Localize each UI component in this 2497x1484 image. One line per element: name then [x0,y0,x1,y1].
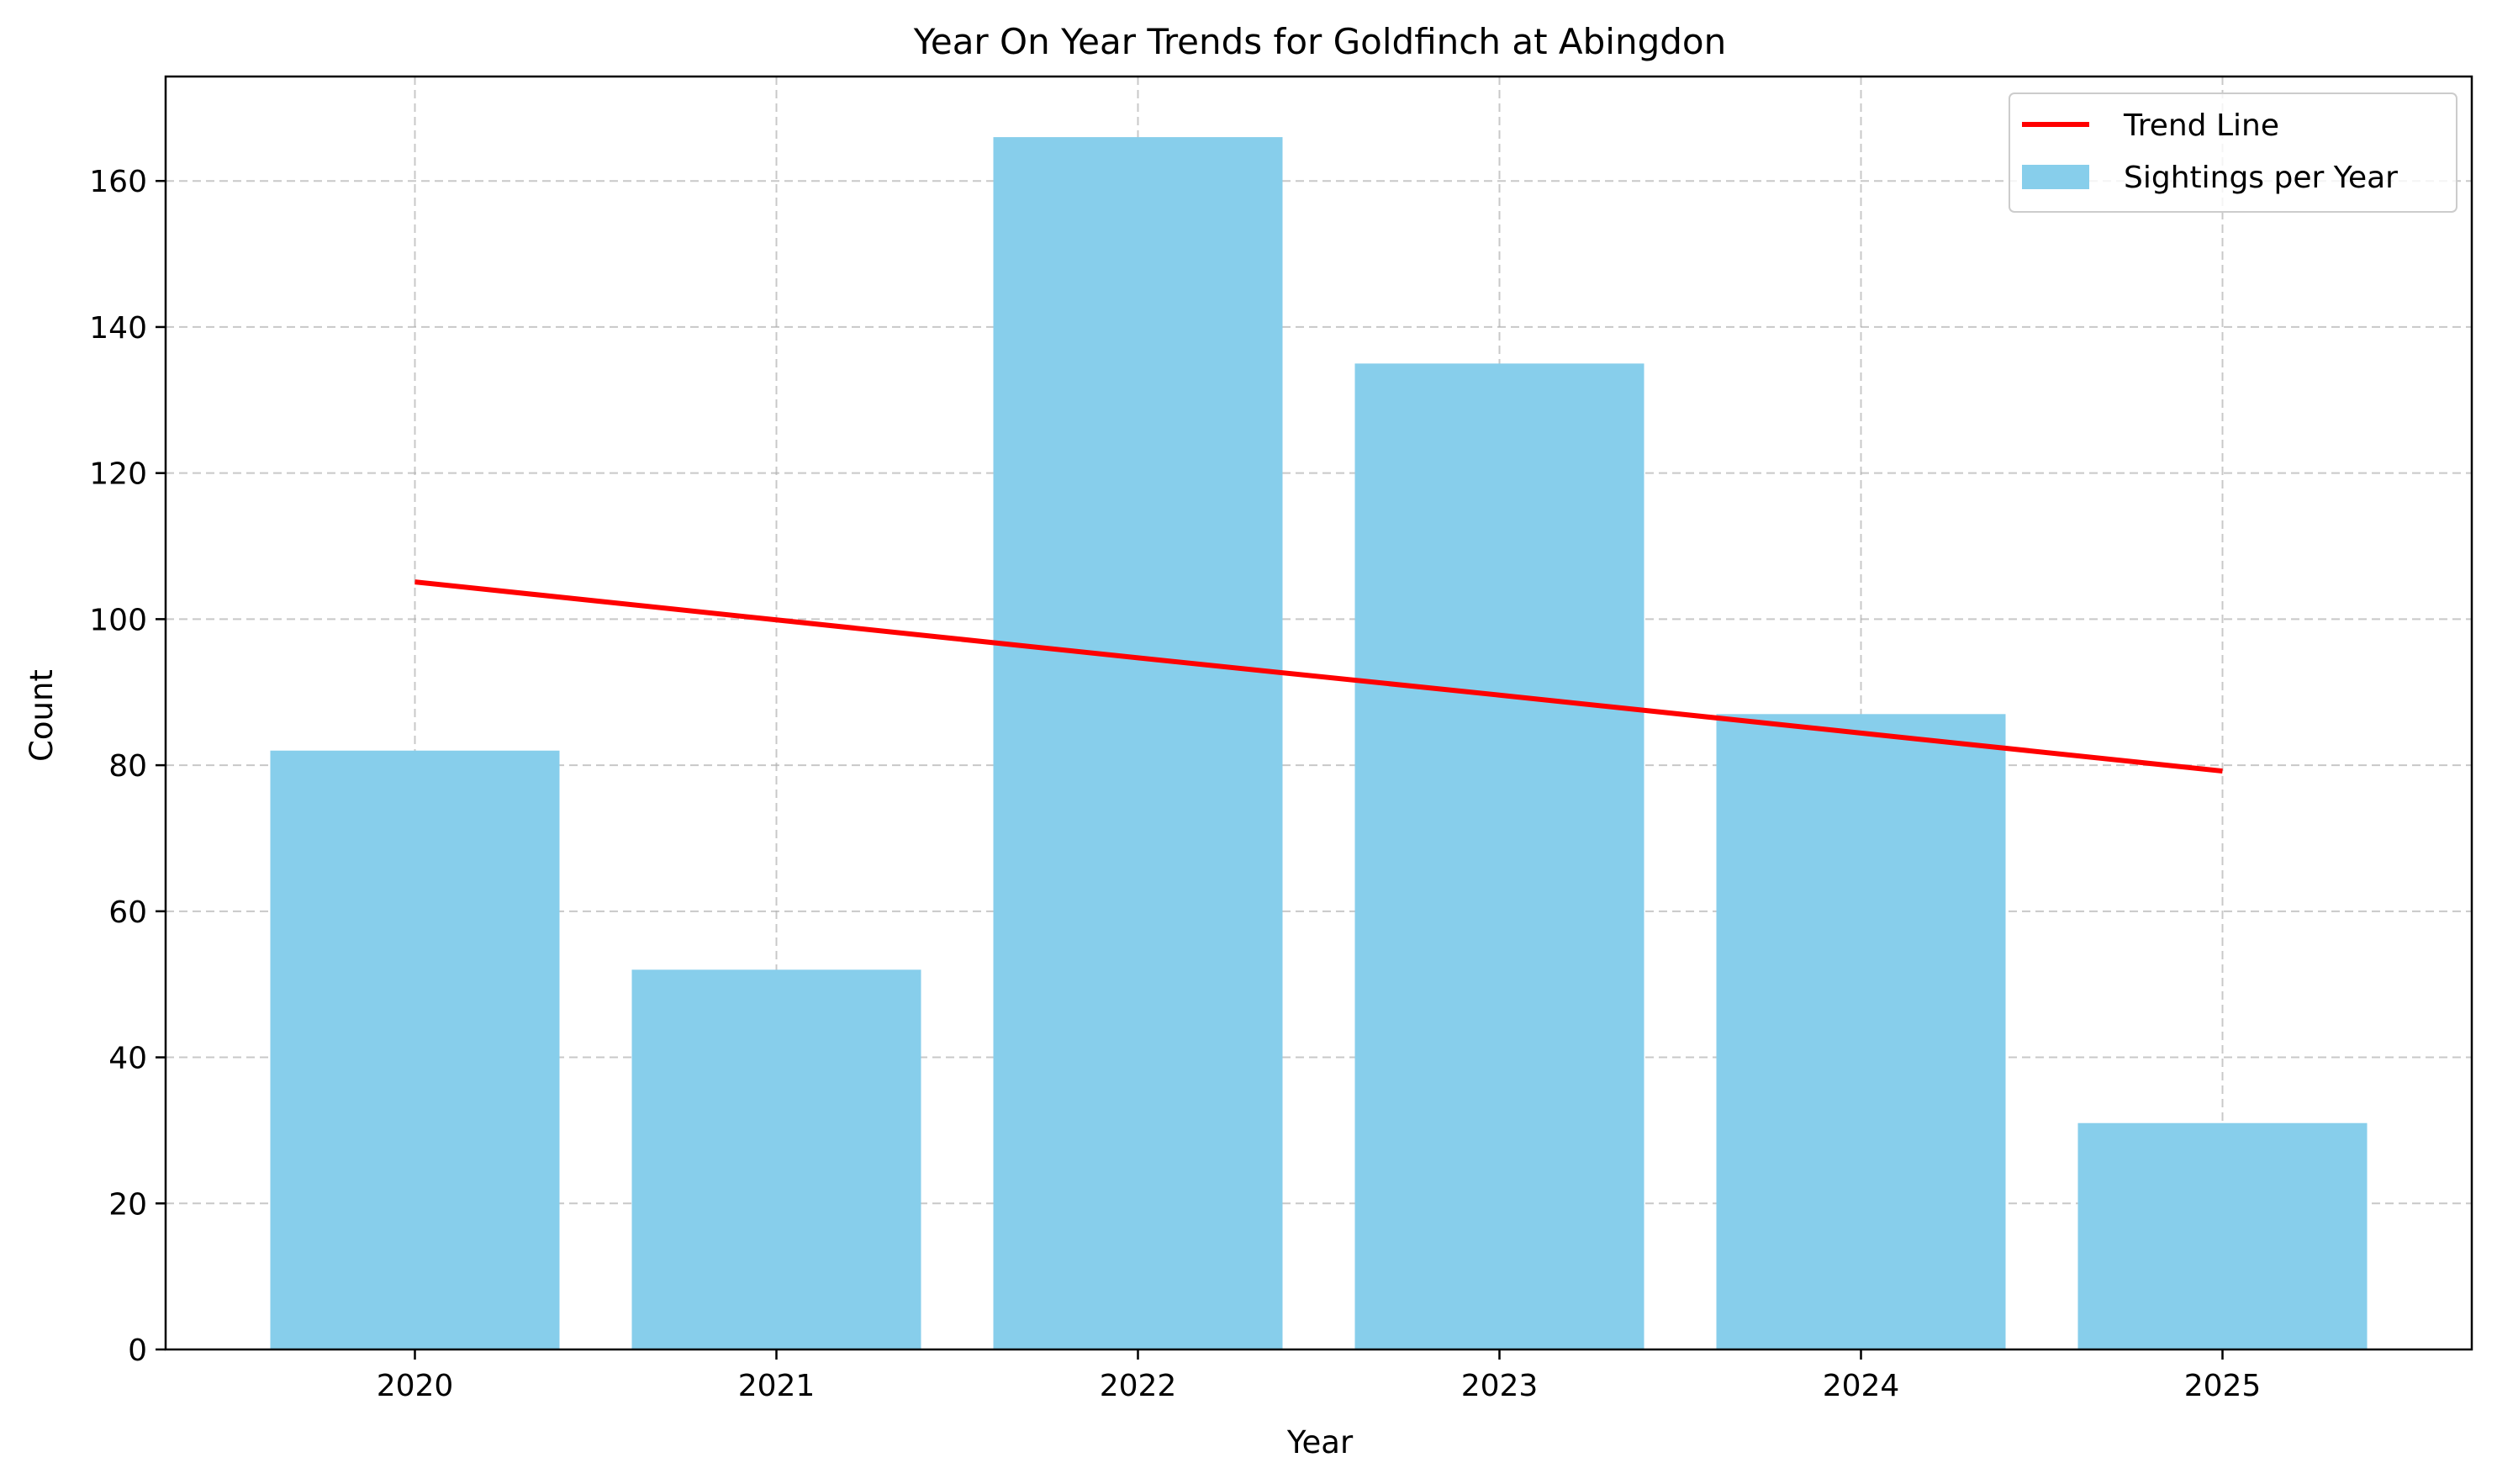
x-tick-label-2020: 2020 [377,1369,454,1403]
axes [164,75,2473,1351]
legend-bar-swatch [2022,165,2089,189]
bar-2022 [993,137,1283,1350]
x-tick-label-2021: 2021 [738,1369,816,1403]
x-tick-label-2025: 2025 [2184,1369,2262,1403]
y-tick-label-160: 160 [89,165,147,199]
plot-frame [164,75,2473,1351]
legend-label-sightings: Sightings per Year [2124,161,2398,195]
y-tick-label-0: 0 [128,1333,147,1368]
x-axis-label: Year [1286,1424,1354,1460]
bar-2021 [631,969,921,1349]
y-tick-label-60: 60 [108,895,147,930]
chart-title: Year On Year Trends for Goldfinch at Abi… [913,21,1726,62]
y-tick-label-20: 20 [108,1187,147,1222]
y-tick-label-40: 40 [108,1042,147,1076]
bar-2020 [270,750,560,1349]
y-tick-label-120: 120 [89,457,147,492]
legend-frame [2009,92,2457,213]
legend: Trend Line Sightings per Year [2009,92,2457,213]
x-tick-label-2022: 2022 [1100,1369,1177,1403]
bars [270,137,2368,1350]
x-tick-label-2023: 2023 [1461,1369,1539,1403]
y-tick-label-80: 80 [108,749,147,784]
y-tick-label-140: 140 [89,311,147,346]
trend-line-layer [414,579,2223,774]
y-tick-label-100: 100 [89,603,147,637]
bar-2023 [1354,363,1644,1350]
ticks: 0 20 40 60 80 100 120 140 160 2020 2021 2022 2023 202… [89,165,2261,1403]
legend-label-trend-line: Trend Line [2123,108,2279,143]
y-axis-label: Count [24,669,60,762]
trend-line [414,579,2223,774]
bar-2025 [2077,1122,2368,1349]
bar-2024 [1716,714,2006,1349]
x-tick-label-2024: 2024 [1823,1369,1900,1403]
